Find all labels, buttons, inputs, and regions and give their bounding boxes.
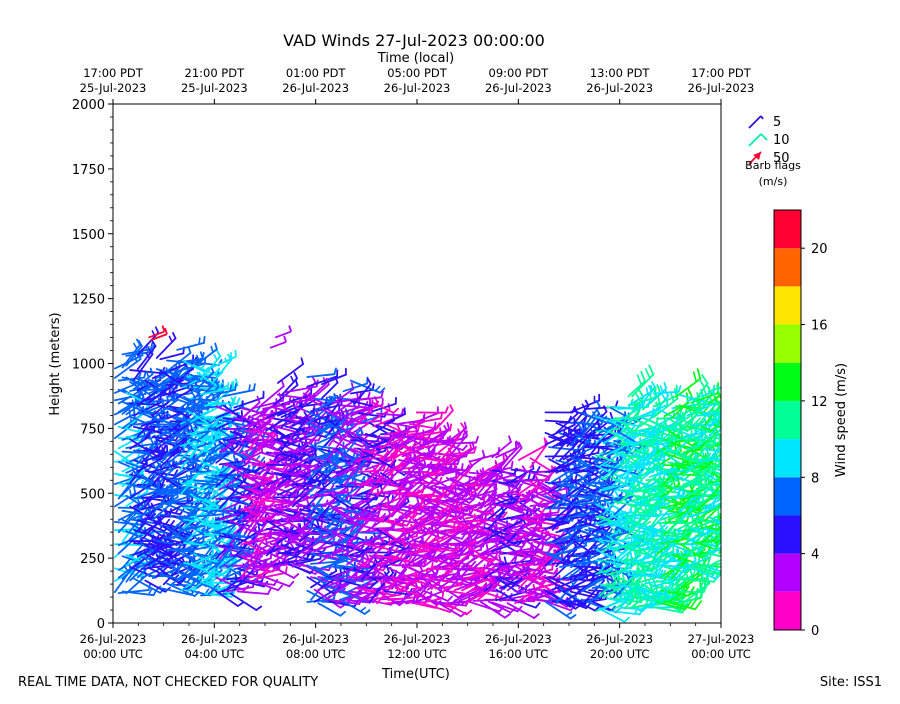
wind-barb-flag	[512, 462, 513, 468]
wind-barb-flag	[254, 384, 255, 390]
wind-barb-flag	[235, 384, 236, 390]
wind-barb-flag	[440, 428, 441, 434]
wind-barb-flag	[249, 385, 250, 391]
wind-barb-flag	[230, 385, 231, 391]
wind-barb-shaft	[451, 443, 476, 444]
chart-title: VAD Winds 27-Jul-2023 00:00:00	[283, 31, 545, 50]
wind-barb-flag	[209, 492, 210, 498]
wind-barb-shaft	[542, 514, 567, 515]
wind-barb-shaft	[115, 529, 141, 530]
wind-barb-flag	[151, 343, 152, 349]
wind-barb-flag	[228, 383, 229, 389]
wind-barb-flag	[621, 491, 622, 497]
top-axis-label: Time (local)	[377, 51, 454, 66]
wind-barb-flag	[414, 594, 415, 600]
wind-barb-flag	[286, 567, 287, 573]
wind-barb-flag	[199, 338, 200, 344]
wind-barb-flag	[204, 337, 205, 343]
wind-barb-flag	[258, 525, 259, 531]
wind-barb-flag	[315, 451, 316, 457]
wind-barb-flag	[566, 488, 567, 494]
wind-barb-flag	[450, 424, 451, 430]
wind-barb-flag	[442, 593, 443, 599]
wind-barb-flag	[134, 487, 135, 493]
